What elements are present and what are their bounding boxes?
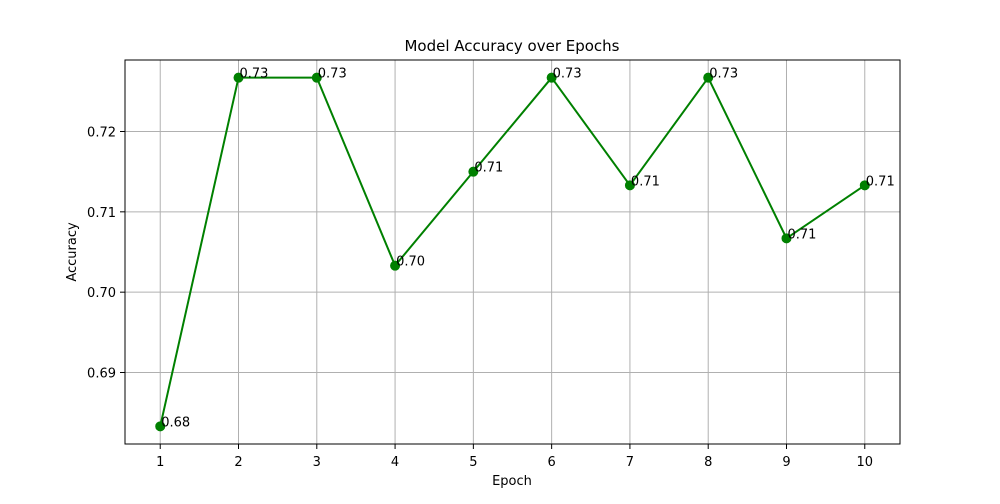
y-tick-label: 0.70 — [87, 286, 116, 301]
y-axis-ticks: 0.69 0.70 0.71 0.72 — [87, 125, 125, 382]
plot-frame — [124, 59, 901, 445]
data-point — [546, 72, 557, 83]
data-label: 0.71 — [631, 174, 660, 189]
data-label: 0.70 — [396, 255, 425, 270]
x-tick-label: 6 — [548, 455, 556, 470]
data-point — [468, 166, 479, 177]
data-label: 0.73 — [553, 67, 582, 82]
data-label: 0.73 — [240, 67, 269, 82]
y-axis-label: Accuracy — [65, 222, 80, 282]
x-tick-label: 8 — [704, 455, 712, 470]
data-point — [311, 72, 322, 83]
y-tick-label: 0.72 — [87, 125, 116, 140]
series-line — [159, 76, 866, 428]
x-tick-label: 10 — [856, 455, 873, 470]
x-tick-label: 4 — [391, 455, 399, 470]
data-point — [390, 260, 401, 271]
series-layer — [155, 72, 870, 432]
x-tick-label: 5 — [469, 455, 477, 470]
x-tick-label: 9 — [782, 455, 790, 470]
data-point — [781, 233, 792, 244]
data-labels: 0.68 0.73 0.73 0.70 0.71 0.73 0.71 0.73 0.71 0.71 — [161, 67, 894, 431]
data-label: 0.71 — [787, 227, 816, 242]
data-point — [233, 72, 244, 83]
x-tick-label: 2 — [234, 455, 242, 470]
data-point — [703, 72, 714, 83]
data-point — [859, 180, 870, 191]
data-label: 0.71 — [866, 174, 895, 189]
y-tick-label: 0.69 — [87, 367, 116, 382]
x-axis-label: Epoch — [492, 474, 532, 489]
data-label: 0.73 — [709, 67, 738, 82]
data-label: 0.73 — [318, 67, 347, 82]
chart-title: Model Accuracy over Epochs — [404, 37, 619, 55]
grid — [125, 60, 900, 444]
data-label: 0.68 — [161, 415, 190, 430]
data-point — [624, 180, 635, 191]
x-tick-label: 1 — [156, 455, 164, 470]
x-tick-label: 3 — [313, 455, 321, 470]
x-axis-ticks: 1 2 3 4 5 6 7 8 9 10 — [156, 444, 873, 470]
y-tick-label: 0.71 — [87, 206, 116, 221]
data-label: 0.71 — [474, 161, 503, 176]
data-point — [155, 421, 166, 432]
x-tick-label: 7 — [626, 455, 634, 470]
